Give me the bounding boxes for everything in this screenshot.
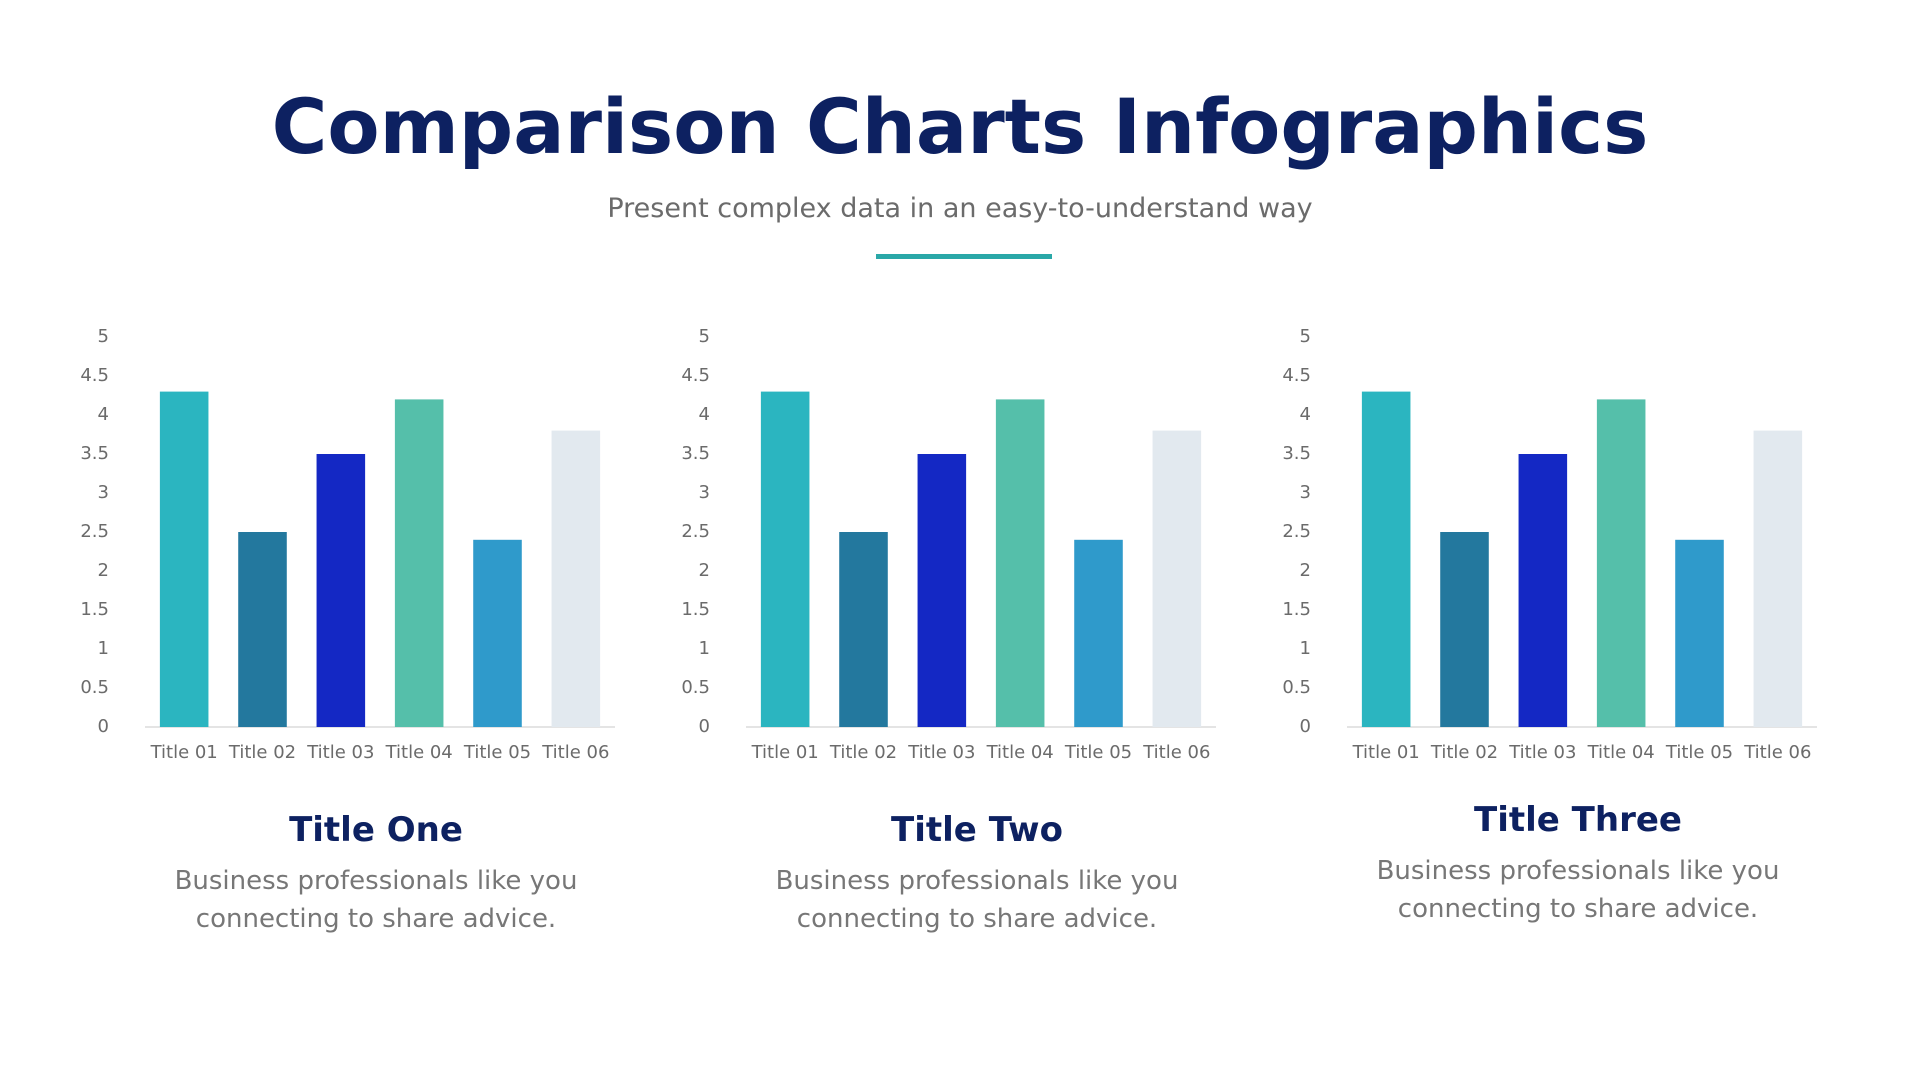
x-tick-label: Title 01 xyxy=(150,742,218,763)
y-tick-label: 3.5 xyxy=(681,443,710,464)
y-tick-label: 4 xyxy=(699,404,710,425)
panel-caption: Business professionals like you connecti… xyxy=(775,866,1179,934)
bar xyxy=(1518,454,1568,727)
chart-panel: 0 0.5 1 1.5 2 2.5 3 3.5 4 4.5 5 Title 01 Title 02 Tit… xyxy=(60,300,660,960)
y-tick-label: 0 xyxy=(1300,716,1311,737)
y-tick-label: 0 xyxy=(98,716,109,737)
y-tick-label: 5 xyxy=(98,326,109,347)
y-tick-label: 4.5 xyxy=(80,365,109,386)
x-tick-label: Title 06 xyxy=(1142,742,1210,763)
x-tick-label: Title 04 xyxy=(986,742,1054,763)
x-tick-label: Title 06 xyxy=(541,742,609,763)
chart-panel: 0 0.5 1 1.5 2 2.5 3 3.5 4 4.5 5 Title 01 Title 02 Tit… xyxy=(661,300,1261,960)
y-tick-label: 2 xyxy=(1300,560,1311,581)
panel-title: Title Three xyxy=(1474,800,1682,840)
bar xyxy=(238,532,287,727)
slide-subtitle: Present complex data in an easy-to-under… xyxy=(607,193,1313,224)
x-tick-label: Title 05 xyxy=(463,742,531,763)
chart: 0 0.5 1 1.5 2 2.5 3 3.5 4 4.5 5 Title 01 Title 02 Tit… xyxy=(681,326,1216,763)
y-tick-label: 0.5 xyxy=(80,677,109,698)
panel-title: Title Two xyxy=(891,810,1063,850)
y-tick-label: 3.5 xyxy=(1282,443,1311,464)
x-tick-label: Title 05 xyxy=(1064,742,1132,763)
panel-caption: Business professionals like you connecti… xyxy=(174,866,578,934)
chart: 0 0.5 1 1.5 2 2.5 3 3.5 4 4.5 5 Title 01 Title 02 Tit… xyxy=(1282,326,1817,763)
bar xyxy=(394,399,444,727)
y-tick-label: 1.5 xyxy=(80,599,109,620)
y-tick-label: 0 xyxy=(699,716,710,737)
x-tick-label: Title 03 xyxy=(1508,742,1576,763)
y-tick-label: 3 xyxy=(699,482,710,503)
bar xyxy=(917,454,967,727)
bar xyxy=(760,391,810,727)
bar xyxy=(1152,430,1202,727)
x-tick-label: Title 03 xyxy=(907,742,975,763)
x-tick-label: Title 02 xyxy=(829,742,897,763)
chart: 0 0.5 1 1.5 2 2.5 3 3.5 4 4.5 5 Title 01 Title 02 Tit… xyxy=(80,326,615,763)
y-tick-label: 1 xyxy=(1300,638,1311,659)
y-tick-label: 1 xyxy=(98,638,109,659)
y-tick-label: 0.5 xyxy=(681,677,710,698)
bar xyxy=(473,539,522,727)
slide-title: Comparison Charts Infographics xyxy=(271,82,1649,171)
bar xyxy=(1074,539,1123,727)
bar xyxy=(159,391,209,727)
bar xyxy=(1440,532,1489,727)
y-tick-label: 2.5 xyxy=(681,521,710,542)
x-tick-label: Title 02 xyxy=(1430,742,1498,763)
y-tick-label: 5 xyxy=(699,326,710,347)
bar xyxy=(316,454,366,727)
bar xyxy=(995,399,1045,727)
y-tick-label: 2 xyxy=(98,560,109,581)
y-tick-label: 4 xyxy=(1300,404,1311,425)
panel-caption: Business professionals like you connecti… xyxy=(1376,856,1780,924)
panel-title: Title One xyxy=(289,810,463,850)
y-tick-label: 1.5 xyxy=(681,599,710,620)
y-tick-label: 3.5 xyxy=(80,443,109,464)
y-tick-label: 4.5 xyxy=(1282,365,1311,386)
x-tick-label: Title 06 xyxy=(1743,742,1811,763)
bar xyxy=(1753,430,1803,727)
y-tick-label: 4 xyxy=(98,404,109,425)
y-tick-label: 5 xyxy=(1300,326,1311,347)
y-tick-label: 1.5 xyxy=(1282,599,1311,620)
y-tick-label: 3 xyxy=(98,482,109,503)
y-tick-label: 1 xyxy=(699,638,710,659)
bar xyxy=(551,430,601,727)
x-tick-label: Title 01 xyxy=(1352,742,1420,763)
y-tick-label: 2 xyxy=(699,560,710,581)
x-tick-label: Title 04 xyxy=(1587,742,1655,763)
x-tick-label: Title 02 xyxy=(228,742,296,763)
x-tick-label: Title 04 xyxy=(385,742,453,763)
bar xyxy=(839,532,888,727)
divider xyxy=(876,254,1052,259)
x-tick-label: Title 01 xyxy=(751,742,819,763)
bar xyxy=(1361,391,1411,727)
chart-panel: 0 0.5 1 1.5 2 2.5 3 3.5 4 4.5 5 Title 01 Title 02 Tit… xyxy=(1262,300,1862,960)
x-tick-label: Title 03 xyxy=(306,742,374,763)
bar xyxy=(1675,539,1724,727)
y-tick-label: 2.5 xyxy=(1282,521,1311,542)
y-tick-label: 0.5 xyxy=(1282,677,1311,698)
bar xyxy=(1596,399,1646,727)
y-tick-label: 3 xyxy=(1300,482,1311,503)
y-tick-label: 2.5 xyxy=(80,521,109,542)
y-tick-label: 4.5 xyxy=(681,365,710,386)
x-tick-label: Title 05 xyxy=(1665,742,1733,763)
